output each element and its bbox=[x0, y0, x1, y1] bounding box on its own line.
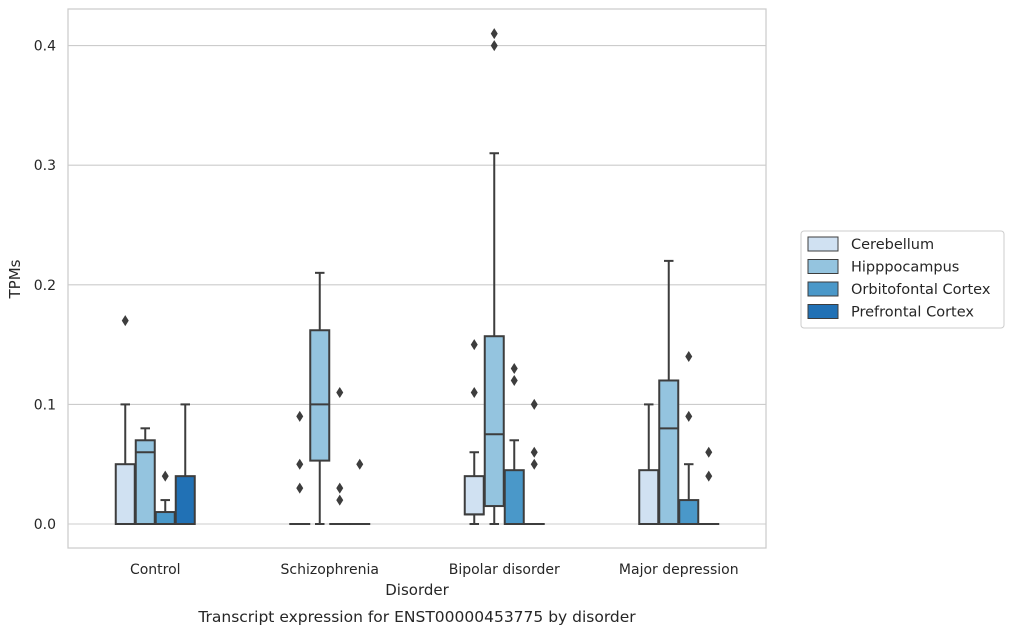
outlier-point bbox=[490, 40, 498, 52]
box bbox=[503, 469, 525, 525]
legend-swatch bbox=[807, 236, 839, 252]
box-group bbox=[349, 458, 371, 526]
box-group bbox=[483, 28, 505, 525]
x-tick-label: Schizophrenia bbox=[281, 562, 379, 578]
y-tick-labels: 0.0 0.1 0.2 0.3 0.4 bbox=[34, 39, 56, 533]
y-tick-label: 0.0 bbox=[34, 517, 56, 533]
outlier-point bbox=[336, 386, 344, 398]
legend-label: Prefrontal Cortex bbox=[851, 305, 974, 321]
chart-caption: Transcript expression for ENST0000045377… bbox=[197, 608, 636, 626]
legend-swatch bbox=[807, 304, 839, 319]
y-tick-label: 0.3 bbox=[34, 158, 56, 174]
legend-swatch bbox=[807, 281, 839, 297]
x-tick-labels: Control Schizophrenia Bipolar disorder Majo… bbox=[130, 562, 739, 578]
outlier-point bbox=[490, 28, 498, 40]
box-group bbox=[523, 398, 545, 526]
box-group bbox=[289, 410, 311, 526]
outlier-point bbox=[530, 458, 538, 470]
box-elements bbox=[114, 28, 720, 526]
y-axis-label: TPMs bbox=[6, 259, 24, 299]
outlier-point bbox=[470, 386, 478, 398]
box-group bbox=[463, 339, 485, 525]
box bbox=[154, 511, 176, 525]
box-group bbox=[174, 403, 196, 526]
x-tick-label: Control bbox=[130, 562, 181, 578]
box bbox=[309, 329, 331, 462]
outlier-point bbox=[356, 458, 364, 470]
box bbox=[114, 463, 136, 526]
box-group bbox=[134, 427, 156, 525]
outlier-point bbox=[705, 446, 713, 458]
box-group bbox=[114, 315, 136, 526]
box bbox=[678, 499, 700, 525]
outlier-point bbox=[296, 410, 304, 422]
outlier-point bbox=[510, 374, 518, 386]
box-group bbox=[638, 403, 660, 525]
box bbox=[134, 439, 156, 525]
outlier-point bbox=[685, 351, 693, 363]
box-group bbox=[503, 363, 525, 525]
outlier-point bbox=[336, 494, 344, 506]
legend-items: Cerebellum Hipppocampus Orbitofontal Corte… bbox=[807, 236, 991, 321]
x-tick-label: Bipolar disorder bbox=[449, 562, 560, 578]
box-group bbox=[658, 259, 680, 526]
outlier-point bbox=[685, 410, 693, 422]
box-group bbox=[154, 470, 176, 525]
outlier-point bbox=[296, 458, 304, 470]
legend-swatch bbox=[807, 259, 839, 274]
box bbox=[483, 335, 505, 508]
legend-label: Orbitofontal Cortex bbox=[851, 282, 991, 298]
outlier-point bbox=[296, 482, 304, 494]
box-group bbox=[698, 446, 720, 526]
box-group bbox=[309, 271, 331, 525]
box bbox=[463, 475, 485, 516]
outlier-point bbox=[705, 470, 713, 482]
outlier-point bbox=[336, 482, 344, 494]
legend-label: Hipppocampus bbox=[851, 260, 959, 276]
y-tick-label: 0.1 bbox=[34, 397, 56, 413]
legend-label: Cerebellum bbox=[851, 237, 934, 253]
y-tick-label: 0.4 bbox=[34, 39, 56, 55]
outlier-point bbox=[470, 339, 478, 351]
outlier-point bbox=[161, 470, 169, 482]
legend-frame bbox=[800, 230, 1005, 329]
box-group bbox=[329, 386, 351, 526]
y-tick-label: 0.2 bbox=[34, 278, 56, 294]
outlier-point bbox=[530, 446, 538, 458]
plot-area-frame bbox=[67, 8, 767, 549]
x-tick-label: Major depression bbox=[619, 562, 739, 578]
outlier-point bbox=[121, 315, 129, 327]
box bbox=[174, 475, 196, 526]
outlier-point bbox=[530, 398, 538, 410]
x-axis-label: Disorder bbox=[385, 581, 449, 599]
box bbox=[638, 469, 660, 525]
box bbox=[658, 379, 680, 526]
outlier-point bbox=[510, 363, 518, 375]
box-group bbox=[678, 351, 700, 525]
legend: Cerebellum Hipppocampus Orbitofontal Corte… bbox=[800, 230, 1005, 329]
